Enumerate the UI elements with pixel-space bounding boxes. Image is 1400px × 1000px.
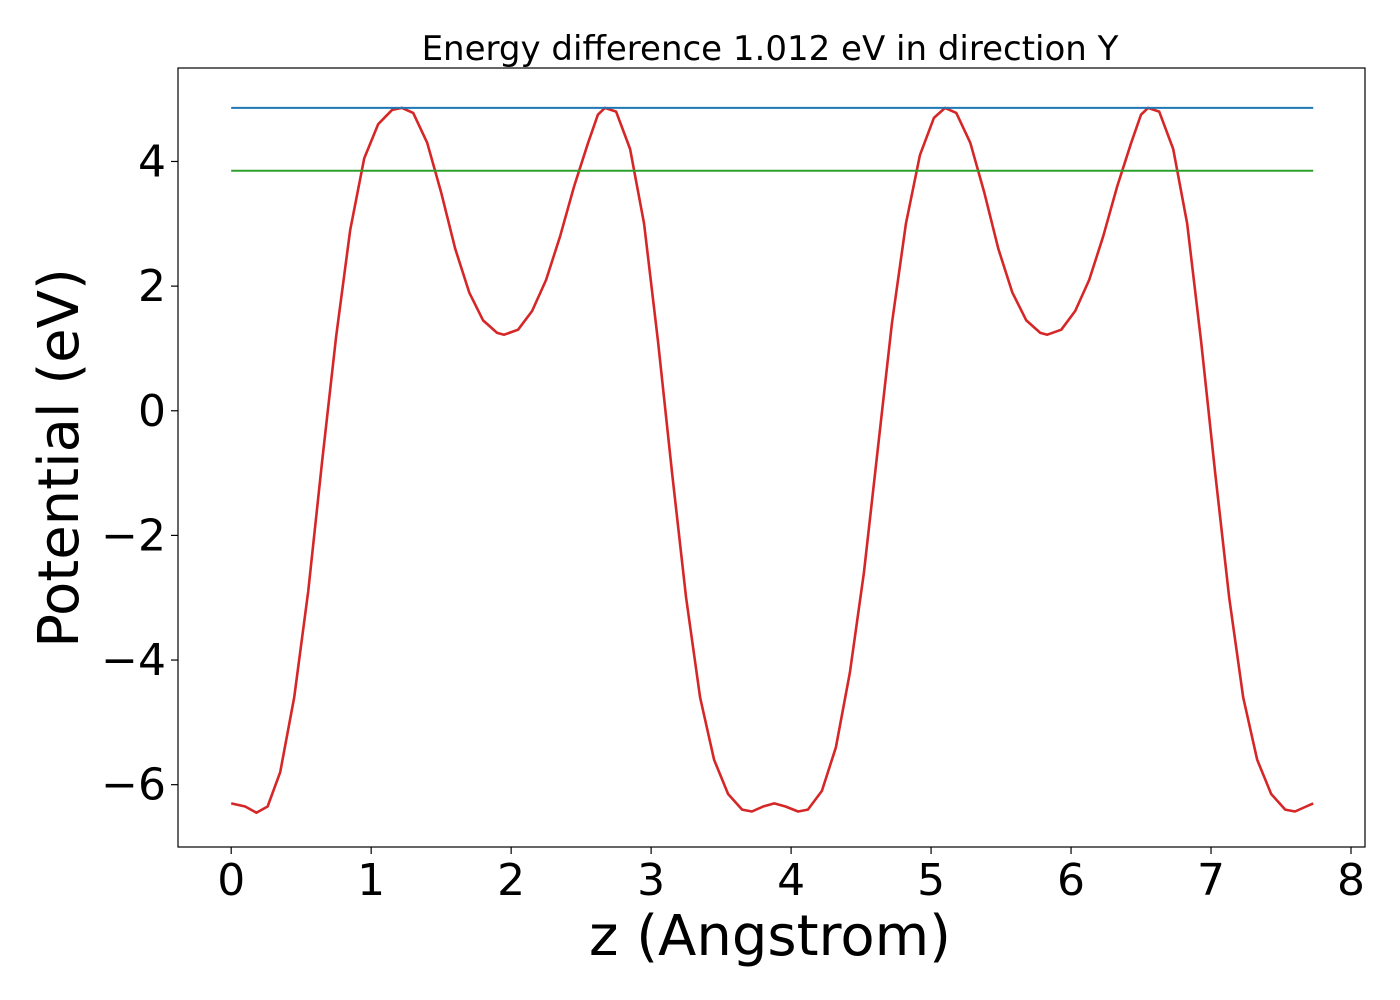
x-tick-label: 7 <box>1197 855 1225 906</box>
x-tick-label: 8 <box>1337 855 1365 906</box>
x-tick-label: 0 <box>217 855 245 906</box>
axes-layer: 0 1 2 3 4 5 6 7 8 −6 −4 −2 0 2 4 <box>101 136 1365 906</box>
y-tick-label: 4 <box>138 136 166 187</box>
plot-frame <box>177 67 1366 848</box>
series-line-1 <box>230 106 1314 815</box>
x-axis-label: z (Angstrom) <box>589 904 951 969</box>
x-tick-label: 3 <box>637 855 665 906</box>
y-tick-label: −4 <box>101 635 166 686</box>
x-tick-label: 6 <box>1057 855 1085 906</box>
y-tick-label: −6 <box>101 760 166 811</box>
y-axis-label: Potential (eV) <box>27 268 92 648</box>
series-layer <box>230 106 1314 815</box>
x-tick-label: 2 <box>497 855 525 906</box>
y-tick-label: 0 <box>138 386 166 437</box>
chart-title: Energy difference 1.012 eV in direction … <box>422 29 1119 69</box>
x-tick-label: 5 <box>917 855 945 906</box>
y-tick-label: 2 <box>138 261 166 312</box>
y-tick-label: −2 <box>101 510 166 561</box>
x-tick-label: 4 <box>777 855 805 906</box>
x-tick-label: 1 <box>357 855 385 906</box>
